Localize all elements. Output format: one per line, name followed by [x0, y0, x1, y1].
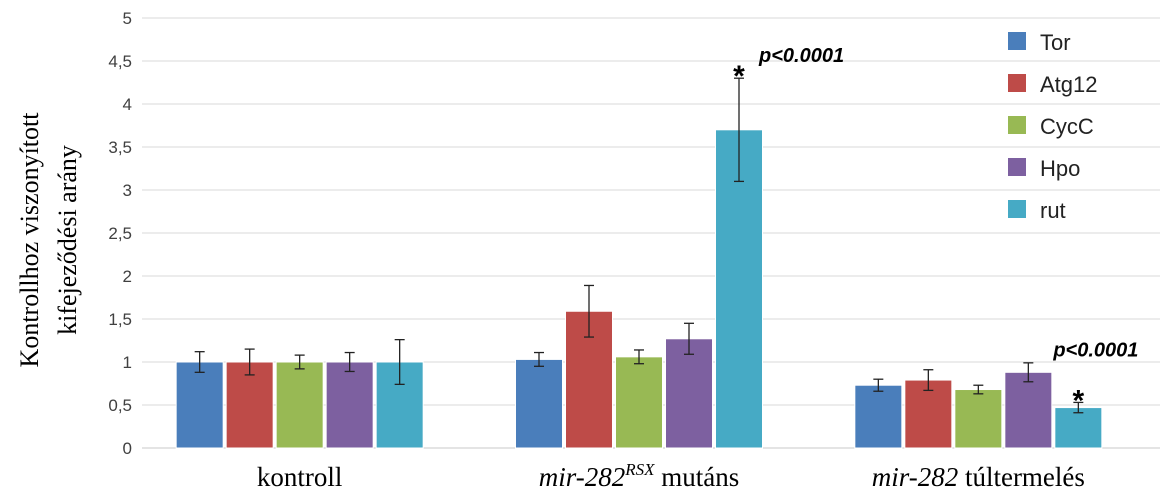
p-value-label: p<0.0001: [758, 45, 844, 67]
category-label: mir-282RSX mutáns: [539, 460, 740, 492]
legend-label: Hpo: [1040, 156, 1080, 181]
annotations: * p<0.0001 * p<0.0001: [733, 45, 1138, 417]
legend: Tor Atg12 CycC Hpo rut: [1008, 30, 1098, 223]
category-label-italic: mir-282: [872, 462, 958, 492]
category-label: kontroll: [257, 462, 343, 492]
y-tick-label: 0: [123, 439, 132, 458]
y-tick-label: 5: [123, 9, 132, 28]
bar: [1004, 371, 1053, 449]
y-tick-label: 1: [123, 353, 132, 372]
legend-swatch: [1008, 116, 1026, 134]
bar: [515, 358, 563, 449]
category-label-superscript: RSX: [624, 460, 655, 479]
bar: [904, 379, 953, 449]
legend-label: Tor: [1040, 30, 1071, 55]
y-axis-label-line: kifejeződési arány: [53, 145, 82, 335]
y-tick-label: 3,5: [108, 138, 132, 157]
legend-swatch: [1008, 74, 1026, 92]
significance-star: *: [733, 60, 745, 93]
bar: [225, 361, 274, 449]
bar: [275, 361, 324, 449]
y-axis-ticks: 0 0,5 1 1,5 2 2,5 3 3,5 4 4,5 5: [108, 9, 132, 458]
category-label-text: kontroll: [257, 462, 343, 492]
bars: [175, 129, 1103, 449]
bar: [954, 389, 1003, 449]
bar: [715, 129, 763, 449]
error-bars: [194, 77, 1084, 414]
y-tick-label: 2,5: [108, 224, 132, 243]
bar: [175, 361, 224, 449]
bar: [665, 338, 713, 449]
category-label: mir-282 túltermelés: [872, 462, 1085, 492]
bar: [854, 384, 903, 449]
category-label-italic: mir-282: [539, 462, 625, 492]
legend-label: rut: [1040, 198, 1066, 223]
y-axis-label: Kontrollhoz viszonyított kifejeződési ará…: [15, 112, 82, 368]
legend-swatch: [1008, 158, 1026, 176]
significance-star: *: [1072, 384, 1084, 417]
legend-label: CycC: [1040, 114, 1094, 139]
y-tick-label: 4,5: [108, 52, 132, 71]
legend-swatch: [1008, 32, 1026, 50]
category-label-text: mutáns: [655, 462, 740, 492]
bar: [325, 361, 374, 449]
y-tick-label: 4: [123, 95, 132, 114]
y-tick-label: 1,5: [108, 310, 132, 329]
x-axis-categories: kontroll mir-282RSX mutáns mir-282 túlterm…: [257, 460, 1085, 492]
bar: [615, 356, 663, 449]
category-label-text: túltermelés: [958, 462, 1085, 492]
y-tick-label: 2: [123, 267, 132, 286]
legend-swatch: [1008, 200, 1026, 218]
y-tick-label: 3: [123, 181, 132, 200]
y-axis-label-line: Kontrollhoz viszonyított: [15, 112, 44, 368]
y-tick-label: 0,5: [108, 396, 132, 415]
p-value-label: p<0.0001: [1052, 339, 1138, 361]
legend-label: Atg12: [1040, 72, 1098, 97]
